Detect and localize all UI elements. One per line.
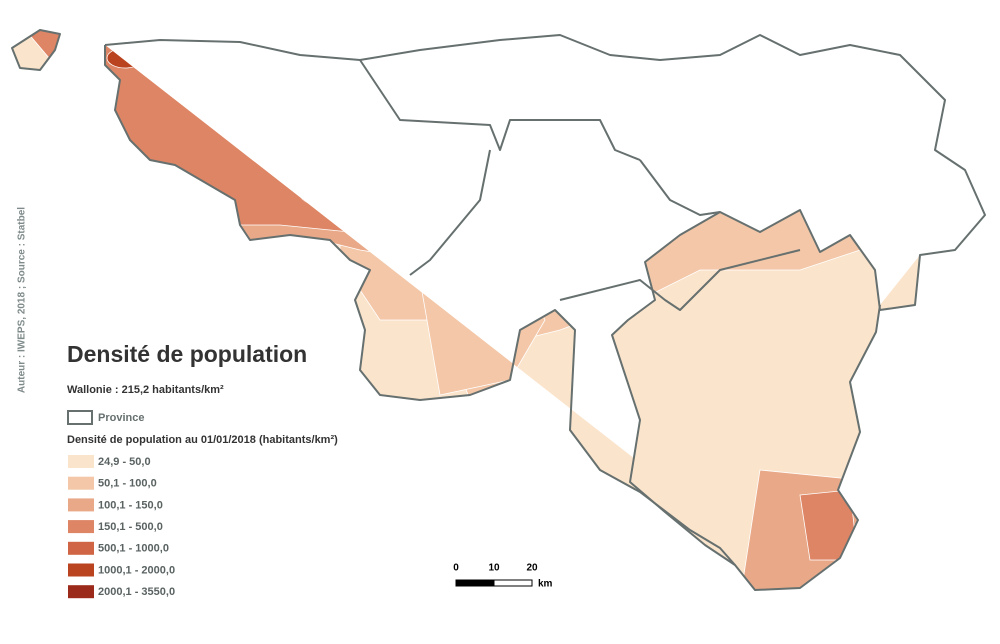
- legend-swatch: [68, 498, 94, 512]
- legend-label: 2000,1 - 3550,0: [98, 586, 175, 598]
- credit: Auteur : IWEPS, 2018 ; Source : Statbel: [17, 207, 28, 393]
- area: [12, 30, 981, 241]
- legend-label: 50,1 - 100,0: [98, 478, 157, 490]
- legend-label: 500,1 - 1000,0: [98, 543, 169, 555]
- scale-unit: km: [538, 579, 553, 590]
- scale-bar: 0 10 20 km: [453, 563, 552, 590]
- area: [419, 269, 546, 396]
- area: [739, 94, 821, 146]
- legend-swatch: [68, 563, 94, 577]
- legend-swatch: [68, 585, 94, 599]
- area: [425, 181, 459, 219]
- legend-title: Densité de population au 01/01/2018 (hab…: [67, 434, 338, 446]
- area: [422, 163, 468, 197]
- legend-swatch: [68, 541, 94, 555]
- legend-label: 24,9 - 50,0: [98, 456, 151, 468]
- legend-label: 1000,1 - 2000,0: [98, 564, 175, 576]
- area: [536, 157, 594, 203]
- legend-label: 100,1 - 150,0: [98, 499, 163, 511]
- area: [295, 164, 341, 206]
- legend-swatch: [68, 520, 94, 534]
- scale-label: 0: [453, 563, 459, 574]
- map-title: Densité de population: [67, 341, 307, 367]
- area: [825, 105, 851, 131]
- province-borders: [11, 29, 986, 591]
- subtitle: Wallonie : 215,2 habitants/km²: [67, 384, 224, 396]
- province-label: Province: [98, 412, 144, 424]
- area: [106, 47, 144, 69]
- legend: 24,9 - 50,0 50,1 - 100,0 100,1 - 150,0 150,…: [68, 455, 175, 599]
- scale-label: 10: [488, 563, 500, 574]
- scale-label: 20: [526, 563, 538, 574]
- province-swatch: [67, 410, 93, 425]
- area: [799, 489, 859, 561]
- legend-label: 150,1 - 500,0: [98, 521, 163, 533]
- area: [351, 158, 389, 192]
- area: [434, 67, 486, 93]
- legend-swatch: [68, 455, 94, 468]
- area: [745, 88, 779, 118]
- area: [734, 107, 756, 133]
- legend-swatch: [68, 476, 94, 490]
